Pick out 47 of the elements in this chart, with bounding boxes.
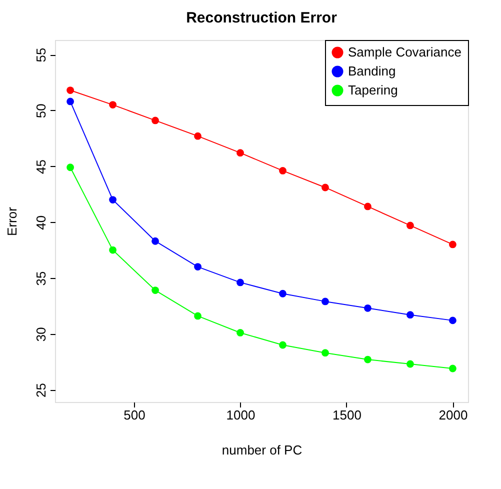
- point: [109, 196, 116, 204]
- y-tick-label: 50: [34, 104, 48, 118]
- point: [236, 329, 244, 336]
- point: [406, 311, 414, 319]
- legend-label: Sample Covariance: [348, 44, 462, 60]
- point: [66, 86, 74, 94]
- point: [322, 184, 329, 192]
- point: [236, 149, 244, 157]
- y-tick-label: 55: [34, 48, 48, 62]
- point: [279, 341, 286, 349]
- point: [448, 364, 456, 372]
- point: [109, 101, 116, 109]
- y-axis-title: Error: [4, 206, 20, 236]
- x-tick-label: 500: [124, 408, 146, 422]
- legend-label: Banding: [348, 64, 396, 78]
- point: [152, 116, 159, 124]
- y-tick-label: 45: [34, 160, 48, 174]
- point: [236, 278, 244, 286]
- point: [194, 312, 202, 320]
- point: [322, 298, 329, 306]
- point: [152, 237, 159, 245]
- point: [364, 304, 372, 312]
- chart-title: Reconstruction Error: [186, 10, 338, 26]
- point: [66, 98, 74, 106]
- legend-label: Tapering: [348, 82, 398, 98]
- y-tick-label: 25: [34, 382, 48, 398]
- x-tick-label: 1500: [332, 408, 362, 422]
- y-tick-label: 40: [34, 215, 48, 230]
- point: [322, 349, 329, 357]
- point: [448, 316, 456, 324]
- point: [279, 290, 286, 298]
- point: [152, 286, 159, 294]
- point: [406, 360, 414, 368]
- point: [364, 202, 372, 210]
- point: [66, 164, 74, 172]
- y-tick-label: 30: [34, 327, 48, 342]
- x-tick-label: 1000: [226, 408, 256, 422]
- point: [194, 132, 202, 140]
- point: [194, 263, 202, 271]
- point: [406, 222, 414, 230]
- point: [364, 356, 372, 364]
- point: [109, 246, 116, 254]
- x-axis-title: number of PC: [222, 442, 302, 458]
- x-tick-label: 2000: [438, 408, 468, 422]
- point: [448, 240, 456, 248]
- point: [279, 167, 286, 174]
- y-tick-label: 35: [34, 271, 48, 286]
